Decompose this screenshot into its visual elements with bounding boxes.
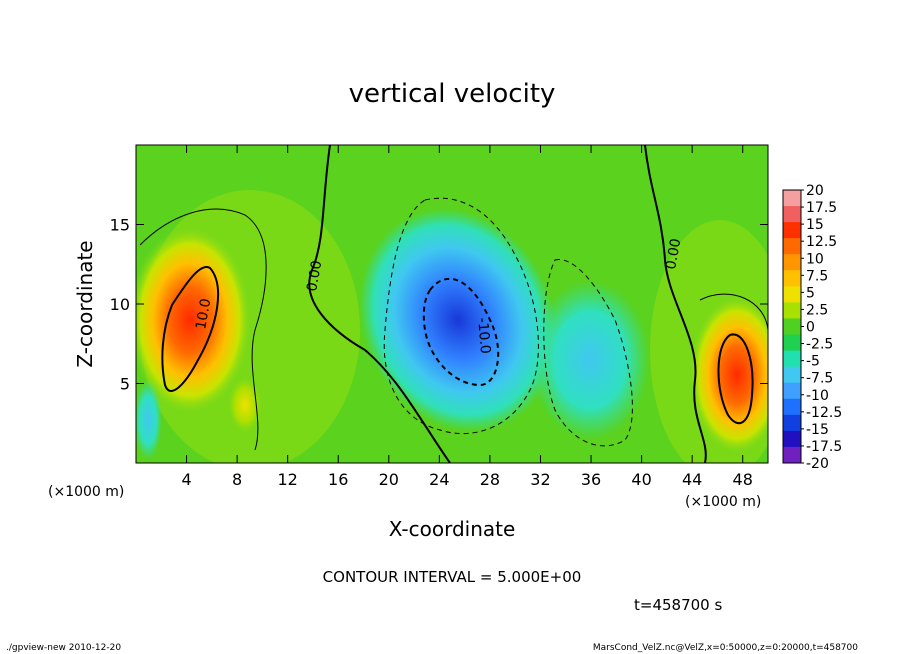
x-unit-right: (×1000 m)	[685, 494, 761, 510]
updraft-right	[689, 295, 768, 455]
updraft-left	[136, 225, 252, 415]
colorbar-swatch	[783, 254, 801, 271]
colorbar-label: -15	[806, 422, 829, 438]
colorbar-swatch	[783, 238, 801, 255]
y-tick-label: 15	[110, 216, 130, 235]
colorbar-label: 0	[806, 320, 815, 336]
x-tick-label: 40	[631, 470, 651, 489]
contour-neg-five	[383, 197, 539, 435]
contour-neg-ten	[422, 277, 500, 387]
colorbar-swatch	[783, 430, 801, 448]
x-tick-label: 24	[429, 470, 449, 489]
colorbar-swatch	[783, 398, 801, 416]
colorbar-swatch	[783, 270, 801, 287]
colorbar-swatch	[783, 446, 801, 464]
colorbar-swatch	[783, 366, 801, 384]
y-axis: 5 10 15	[110, 216, 768, 394]
colorbar-swatch	[783, 302, 801, 319]
x-tick-label: 36	[581, 470, 601, 489]
colorbar-label: -12.5	[806, 405, 842, 421]
x-tick-label: 12	[278, 470, 298, 489]
colorbar-label: 17.5	[806, 200, 837, 216]
contour-ten-right	[717, 333, 754, 425]
x-tick-label: 8	[232, 470, 242, 489]
x-tick-label: 16	[328, 470, 348, 489]
contour-five-right	[699, 293, 768, 331]
y-axis-label: Z-coordinate	[73, 240, 97, 367]
contour-zero-right	[644, 145, 707, 463]
colorbar-label: 7.5	[806, 268, 828, 284]
contour-five-left	[139, 208, 267, 451]
x-tick-label: 4	[181, 470, 191, 489]
colorbar-swatch	[783, 222, 801, 239]
colorbar-label: 2.5	[806, 302, 828, 318]
contour-label: 0.00	[663, 237, 684, 270]
colorbar-swatch	[783, 190, 801, 207]
x-tick-label: 20	[379, 470, 399, 489]
downdraft-edge	[136, 380, 162, 460]
x-tick-label: 48	[733, 470, 753, 489]
contour-interval: CONTOUR INTERVAL = 5.000E+00	[323, 568, 582, 586]
heatmap-field	[136, 145, 768, 463]
colorbar-label: 5	[806, 285, 815, 301]
y-tick-label: 10	[110, 295, 130, 314]
colorbar-swatch	[783, 382, 801, 400]
colorbar-swatch	[783, 286, 801, 303]
colorbar-label: 10	[806, 251, 824, 267]
y-tick-label: 5	[120, 375, 130, 394]
footer-left: ./gpview-new 2010-12-20	[6, 643, 121, 653]
colorbar-label: 20	[806, 183, 824, 199]
x-tick-label: 44	[682, 470, 702, 489]
x-axis-label: X-coordinate	[389, 517, 516, 541]
contour-zero-left	[308, 145, 451, 463]
contour-label: 10.0	[193, 297, 214, 330]
time-stamp: t=458700 s	[634, 596, 722, 614]
x-unit-left: (×1000 m)	[48, 484, 124, 500]
x-tick-label: 28	[480, 470, 500, 489]
colorbar-swatch	[783, 414, 801, 432]
colorbar-label: -10	[806, 388, 829, 404]
colorbar-label: 15	[806, 217, 824, 233]
colorbar-label: -7.5	[806, 371, 833, 387]
chart-title: vertical velocity	[349, 79, 556, 109]
x-axis: 4 8 12 16 20 24 28 32 36 40 44 48	[181, 145, 753, 489]
colorbar-swatch	[783, 334, 801, 352]
colorbar-label: 12.5	[806, 234, 837, 250]
colorbar-label: -2.5	[806, 337, 833, 353]
x-tick-label: 32	[530, 470, 550, 489]
colorbar-label: -17.5	[806, 439, 842, 455]
footer-right: MarsCond_VelZ.nc@VelZ,x=0:50000,z=0:2000…	[593, 643, 858, 653]
colorbar-swatch	[783, 206, 801, 223]
contour-ten-left	[161, 266, 220, 392]
contour-label: 0.00	[304, 259, 325, 292]
downdraft-center	[359, 208, 557, 432]
contour-neg-five-east	[543, 259, 633, 447]
downdraft-east	[530, 280, 650, 440]
updraft-small	[227, 375, 263, 435]
colorbar-swatch	[783, 350, 801, 368]
colorbar-label: -5	[806, 354, 820, 370]
colorbar-swatch	[783, 318, 801, 336]
contour-label: -10.0	[474, 317, 493, 354]
colorbar-label: -20	[806, 456, 829, 472]
